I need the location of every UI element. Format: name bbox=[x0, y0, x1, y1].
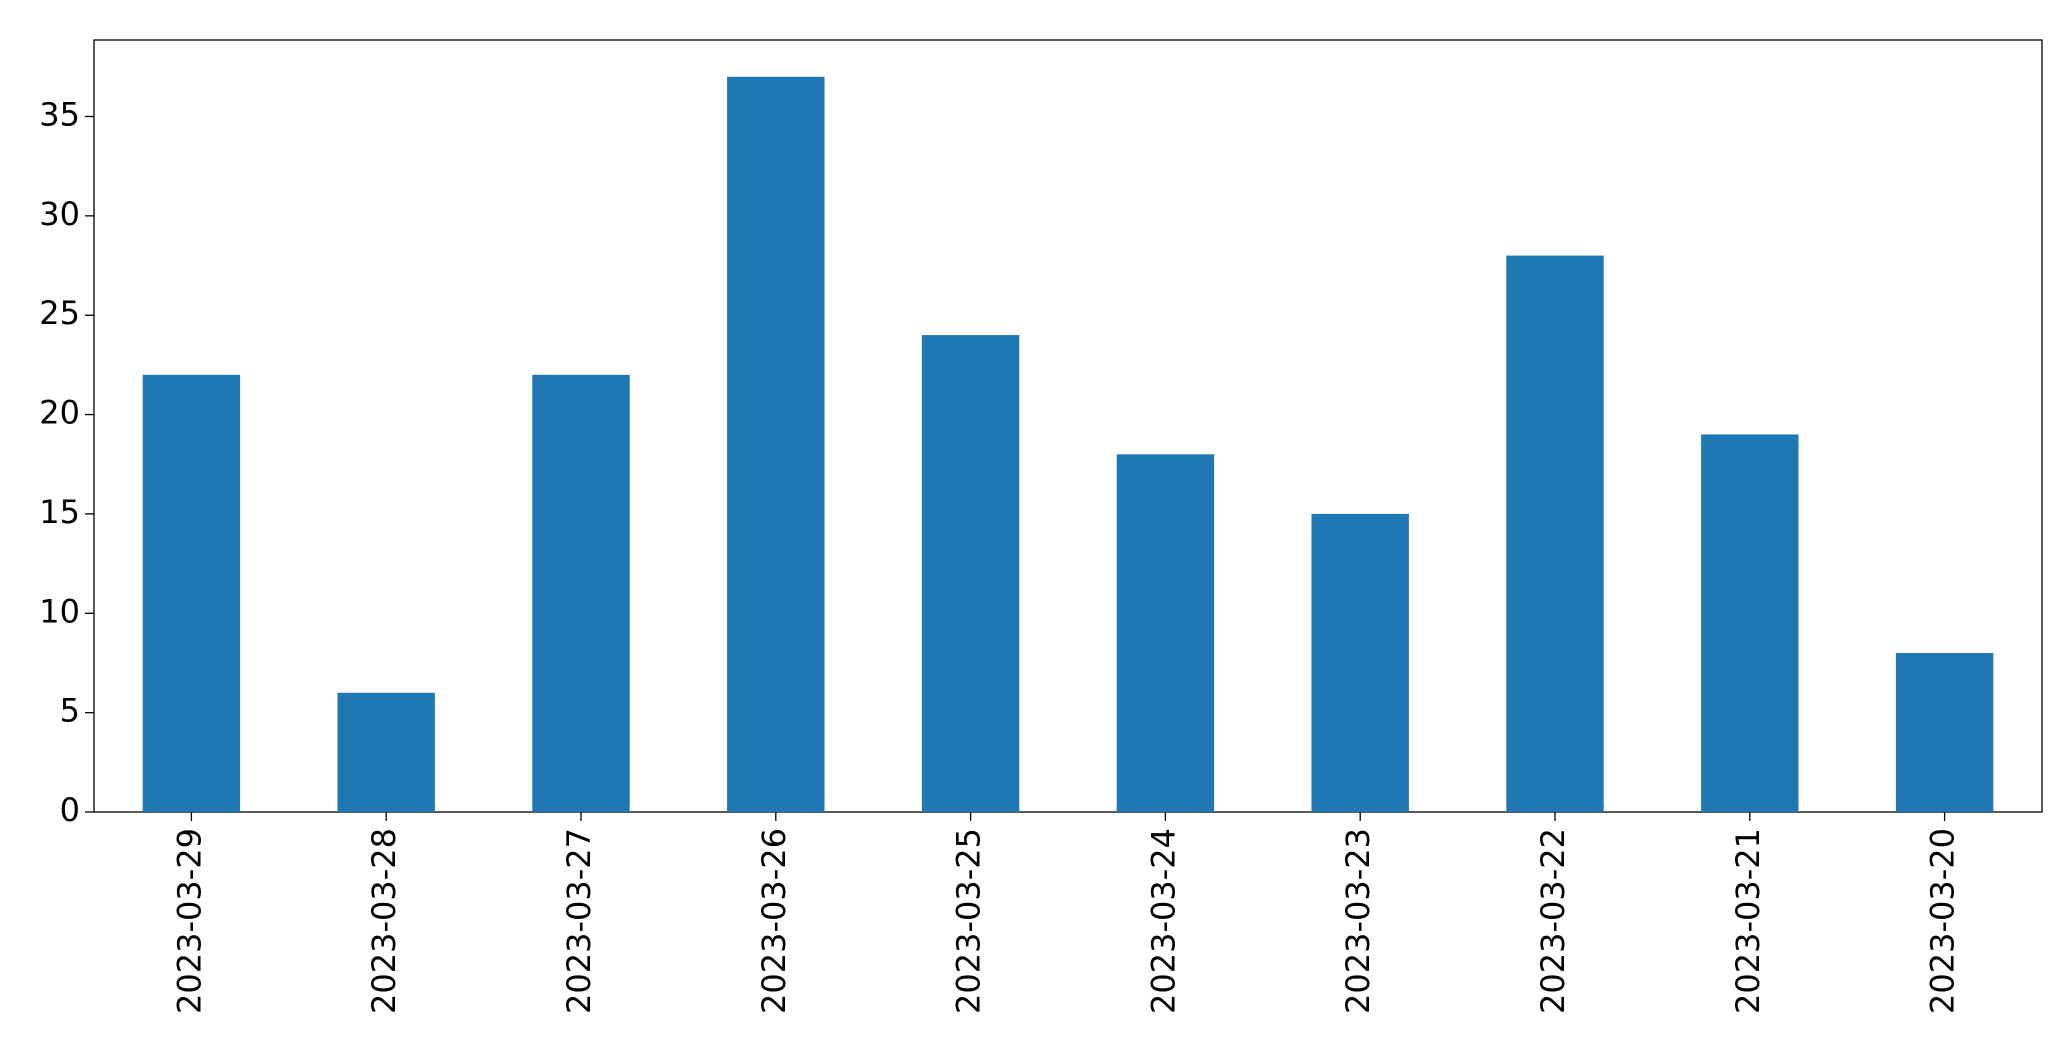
x-tick-label: 2023-03-29 bbox=[170, 828, 208, 1014]
bar bbox=[1506, 255, 1604, 812]
bar bbox=[532, 374, 630, 812]
y-tick-label: 25 bbox=[39, 294, 80, 332]
bar bbox=[1116, 454, 1215, 812]
bar bbox=[1895, 653, 1994, 812]
y-tick-label: 5 bbox=[60, 692, 80, 730]
y-tick-label: 10 bbox=[39, 592, 80, 630]
y-tick-label: 35 bbox=[39, 96, 80, 134]
x-tick-label: 2023-03-24 bbox=[1144, 828, 1182, 1014]
y-tick-label: 20 bbox=[39, 394, 80, 432]
bar bbox=[727, 76, 825, 812]
x-tick-label: 2023-03-28 bbox=[365, 828, 403, 1014]
x-tick-label: 2023-03-22 bbox=[1534, 828, 1572, 1014]
plot-frame bbox=[93, 39, 2043, 813]
bar bbox=[1311, 513, 1409, 812]
x-tick-label: 2023-03-21 bbox=[1729, 828, 1767, 1014]
bar bbox=[142, 374, 241, 812]
y-tick-label: 0 bbox=[60, 791, 80, 829]
x-tick-label: 2023-03-26 bbox=[755, 828, 793, 1014]
bar bbox=[1701, 434, 1799, 812]
x-tick-label: 2023-03-25 bbox=[950, 828, 988, 1014]
y-tick-label: 15 bbox=[39, 493, 80, 531]
bar bbox=[337, 692, 435, 812]
bar bbox=[921, 335, 1020, 812]
y-tick-label: 30 bbox=[39, 195, 80, 233]
x-tick-label: 2023-03-27 bbox=[560, 828, 598, 1014]
x-tick-label: 2023-03-20 bbox=[1924, 828, 1962, 1014]
x-tick-label: 2023-03-23 bbox=[1339, 828, 1377, 1014]
